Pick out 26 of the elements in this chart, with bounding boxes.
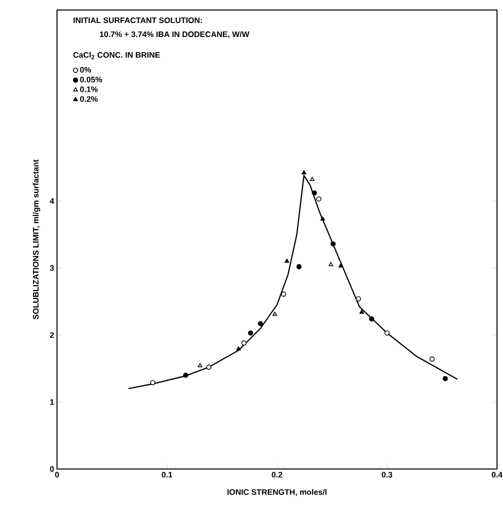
point (236, 346, 241, 351)
point (369, 316, 374, 322)
point (312, 190, 317, 196)
point (442, 376, 448, 382)
point (384, 330, 390, 336)
point (198, 363, 202, 368)
point (183, 372, 188, 378)
point (241, 340, 247, 346)
point (430, 356, 435, 362)
point (272, 312, 278, 316)
point (258, 321, 264, 326)
point (284, 258, 290, 263)
point (150, 380, 156, 386)
point (281, 292, 286, 297)
point (206, 364, 212, 370)
point (330, 241, 336, 246)
point (359, 310, 364, 314)
point (302, 170, 306, 174)
point (328, 262, 334, 266)
point (310, 176, 314, 182)
point (316, 196, 322, 202)
point (248, 330, 254, 336)
point (356, 296, 361, 302)
point (320, 216, 325, 221)
point (338, 263, 344, 268)
point (296, 264, 302, 270)
